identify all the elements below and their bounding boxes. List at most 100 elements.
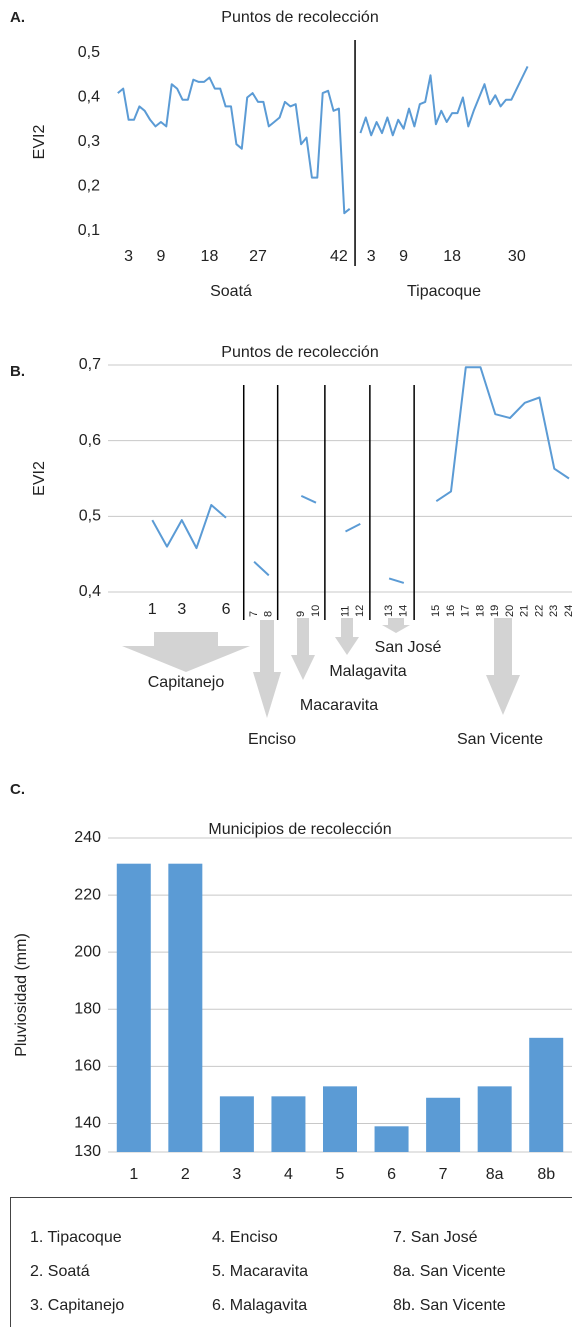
x-tick-label: 16 xyxy=(445,605,457,617)
x-tick-label: 18 xyxy=(201,248,219,265)
data-line xyxy=(253,560,270,577)
x-tick-label: 9 xyxy=(156,248,165,265)
x-tick-label: 4 xyxy=(284,1166,293,1183)
legend-entry: 8b. San Vicente xyxy=(393,1297,506,1314)
group-arrow xyxy=(253,620,281,718)
x-tick-label: 18 xyxy=(443,248,461,265)
x-tick-label: 3 xyxy=(232,1166,241,1183)
y-tick-label: 200 xyxy=(74,943,101,960)
bar xyxy=(219,1096,254,1152)
x-tick-label: 10 xyxy=(310,605,322,617)
x-tick-label: 23 xyxy=(548,605,560,617)
legend-entry: 4. Enciso xyxy=(212,1229,278,1246)
x-tick-label: 13 xyxy=(383,605,395,617)
x-tick-label: 8a xyxy=(486,1166,504,1183)
bar xyxy=(426,1097,461,1152)
bar xyxy=(529,1037,564,1152)
panel-label: B. xyxy=(10,363,25,380)
y-tick-label: 180 xyxy=(74,1000,101,1017)
x-tick-label: 1 xyxy=(148,601,157,618)
group-label: Malagavita xyxy=(329,663,406,680)
x-tick-label: 9 xyxy=(399,248,408,265)
x-tick-label: 3 xyxy=(124,248,133,265)
x-tick-label: 11 xyxy=(339,606,351,617)
bar xyxy=(271,1096,306,1152)
group-arrow xyxy=(382,618,410,633)
y-tick-label: 0,6 xyxy=(79,432,101,449)
panel-label: C. xyxy=(10,781,25,798)
x-tick-label: 5 xyxy=(336,1166,345,1183)
group-arrow xyxy=(486,618,520,715)
y-tick-label: 0,4 xyxy=(78,89,100,106)
group-label: Macaravita xyxy=(300,697,378,714)
legend-entry: 1. Tipacoque xyxy=(30,1229,122,1246)
x-tick-label: 22 xyxy=(533,605,545,617)
group-label: Soatá xyxy=(210,283,252,300)
legend-box xyxy=(10,1197,572,1327)
chart-title: Puntos de recolección xyxy=(221,9,378,26)
bar xyxy=(374,1126,409,1152)
y-axis-label: EVI2 xyxy=(31,125,48,160)
legend-entry: 7. San José xyxy=(393,1229,478,1246)
group-label: San Vicente xyxy=(457,731,543,748)
y-tick-label: 0,1 xyxy=(78,222,100,239)
bar xyxy=(116,863,151,1152)
y-tick-label: 130 xyxy=(74,1143,101,1160)
x-tick-label: 30 xyxy=(508,248,526,265)
x-tick-label: 17 xyxy=(460,605,472,617)
y-tick-label: 0,7 xyxy=(79,356,101,373)
y-tick-label: 220 xyxy=(74,886,101,903)
chart-title: Puntos de recolección xyxy=(221,344,378,361)
data-line xyxy=(151,504,227,550)
legend-entry: 8a. San Vicente xyxy=(393,1263,506,1280)
bar xyxy=(323,1086,357,1152)
data-line xyxy=(345,523,361,533)
x-tick-label: 9 xyxy=(295,611,307,617)
x-tick-label: 8 xyxy=(263,611,275,617)
x-tick-label: 21 xyxy=(519,605,531,617)
x-tick-label: 20 xyxy=(504,605,516,617)
x-tick-label: 3 xyxy=(367,248,376,265)
data-line xyxy=(388,577,405,584)
data-line xyxy=(435,366,570,503)
group-label: Tipacoque xyxy=(407,283,481,300)
y-axis-label: EVI2 xyxy=(31,461,48,496)
data-line xyxy=(359,65,529,137)
y-axis-label: Pluviosidad (mm) xyxy=(13,933,30,1057)
data-line xyxy=(300,494,317,504)
group-label: San José xyxy=(375,639,442,656)
x-tick-label: 27 xyxy=(249,248,267,265)
bar xyxy=(477,1086,512,1152)
x-tick-label: 12 xyxy=(354,605,366,617)
x-tick-label: 1 xyxy=(129,1166,138,1183)
group-label: Capitanejo xyxy=(148,674,225,691)
y-tick-label: 240 xyxy=(74,829,101,846)
y-tick-label: 0,4 xyxy=(79,583,101,600)
data-line xyxy=(117,76,351,215)
y-tick-label: 0,2 xyxy=(78,178,100,195)
group-arrow xyxy=(291,618,315,680)
legend-entry: 6. Malagavita xyxy=(212,1297,307,1314)
x-tick-label: 24 xyxy=(563,605,572,617)
x-tick-label: 2 xyxy=(181,1166,190,1183)
y-tick-label: 0,5 xyxy=(79,508,101,525)
y-tick-label: 0,5 xyxy=(78,44,100,61)
legend-entry: 2. Soatá xyxy=(30,1263,90,1280)
panel-label: A. xyxy=(10,9,25,26)
x-tick-label: 7 xyxy=(439,1166,448,1183)
x-tick-label: 19 xyxy=(489,605,501,617)
y-tick-label: 160 xyxy=(74,1058,101,1075)
x-tick-label: 6 xyxy=(387,1166,396,1183)
legend-entry: 3. Capitanejo xyxy=(30,1297,124,1314)
y-tick-label: 0,3 xyxy=(78,133,100,150)
legend-entry: 5. Macaravita xyxy=(212,1263,308,1280)
x-tick-label: 3 xyxy=(177,601,186,618)
group-label: Enciso xyxy=(248,731,296,748)
x-tick-label: 15 xyxy=(430,605,442,617)
group-arrow xyxy=(122,632,250,672)
bar xyxy=(168,863,203,1152)
x-tick-label: 6 xyxy=(222,601,231,618)
x-tick-label: 14 xyxy=(398,605,410,617)
x-tick-label: 42 xyxy=(330,248,348,265)
